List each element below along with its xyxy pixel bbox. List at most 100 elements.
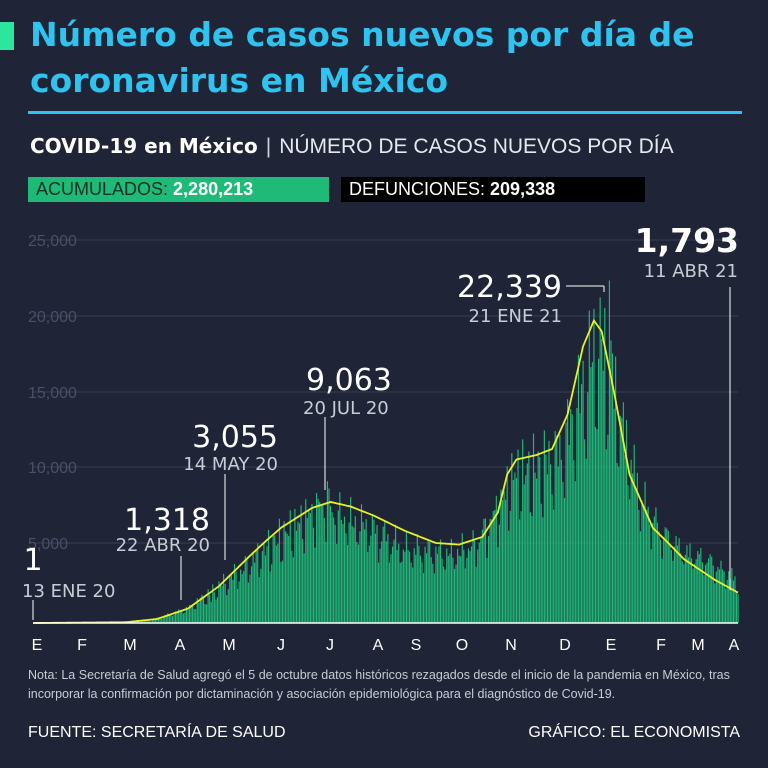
bar xyxy=(184,612,186,623)
bar xyxy=(413,548,415,623)
bar xyxy=(381,541,383,623)
bar xyxy=(450,538,452,623)
bar xyxy=(477,549,479,623)
bar xyxy=(522,439,524,623)
bar xyxy=(537,451,539,623)
cases-chart: 25,000 20,000 15,000 10,000 5,000 E F M A M J J A S O… xyxy=(22,221,740,654)
bar xyxy=(309,513,311,623)
bar xyxy=(283,521,285,623)
bar xyxy=(435,546,437,623)
bar xyxy=(619,415,621,623)
bar xyxy=(599,297,601,623)
bar xyxy=(199,597,201,623)
bar xyxy=(531,516,533,623)
month-label: D xyxy=(559,637,571,654)
bar xyxy=(647,506,649,623)
bar xyxy=(236,588,239,623)
bar xyxy=(264,555,267,623)
bar xyxy=(371,514,373,623)
bar xyxy=(718,569,721,623)
y-tick-labels: 25,000 20,000 15,000 10,000 5,000 xyxy=(28,233,77,553)
bar xyxy=(223,573,225,623)
bar xyxy=(246,557,248,623)
month-label: E xyxy=(606,637,617,654)
bar xyxy=(481,529,483,623)
bar xyxy=(563,498,566,623)
bar xyxy=(219,585,222,623)
bar xyxy=(717,566,719,623)
bar xyxy=(480,537,482,623)
bar xyxy=(506,466,508,623)
bar xyxy=(708,558,710,623)
bar xyxy=(331,512,333,623)
bar xyxy=(540,503,542,623)
subtitle-bold: COVID-19 en México xyxy=(30,134,258,158)
bar xyxy=(350,497,352,623)
bar xyxy=(512,479,514,623)
bar xyxy=(288,535,290,623)
bar xyxy=(656,522,659,623)
bar xyxy=(308,510,310,623)
bar xyxy=(588,310,590,623)
bar xyxy=(650,549,652,623)
bar xyxy=(672,560,674,623)
bar xyxy=(711,556,713,623)
bar xyxy=(529,512,531,623)
bar xyxy=(720,560,722,623)
annotation-value: 3,055 xyxy=(192,420,278,455)
bar xyxy=(515,478,518,623)
month-label: M xyxy=(691,637,704,654)
bar xyxy=(667,530,669,623)
bar xyxy=(295,530,298,623)
bar xyxy=(534,472,536,623)
bar xyxy=(518,519,521,623)
bar xyxy=(340,519,342,623)
bar xyxy=(153,619,155,623)
bar xyxy=(426,553,428,623)
bar xyxy=(187,609,189,623)
bar xyxy=(663,539,665,623)
bar xyxy=(395,524,397,623)
bar xyxy=(546,474,549,623)
bar xyxy=(185,606,188,623)
bar xyxy=(422,573,425,623)
bar xyxy=(505,499,507,623)
bar xyxy=(472,530,474,623)
bar xyxy=(432,563,434,623)
bar xyxy=(532,433,535,623)
bar xyxy=(167,613,169,623)
bar xyxy=(215,599,217,623)
bar xyxy=(497,547,499,623)
bar xyxy=(571,414,573,623)
bar xyxy=(463,549,465,623)
bar xyxy=(511,453,513,623)
bar xyxy=(528,451,530,623)
bar xyxy=(337,510,339,623)
bar xyxy=(328,488,330,623)
bar xyxy=(196,598,198,623)
bar xyxy=(714,583,716,623)
bar xyxy=(322,505,324,623)
bar xyxy=(201,594,203,623)
bar xyxy=(424,546,426,623)
bar xyxy=(659,539,662,623)
bar xyxy=(613,408,615,623)
bar xyxy=(653,516,655,623)
bar xyxy=(377,562,380,623)
bar xyxy=(339,492,341,623)
bar xyxy=(567,399,569,623)
bar xyxy=(178,609,180,623)
bar xyxy=(336,544,338,623)
bar xyxy=(734,576,736,623)
bar xyxy=(269,571,271,623)
bar xyxy=(652,522,654,623)
bar xyxy=(136,621,138,623)
bar xyxy=(498,524,500,623)
annotation-value: 1,318 xyxy=(124,503,210,538)
bar xyxy=(408,551,411,623)
bar xyxy=(370,535,372,623)
defunciones-badge: DEFUNCIONES: 209,338 xyxy=(341,177,645,202)
bar xyxy=(444,569,446,623)
bar xyxy=(368,545,370,623)
